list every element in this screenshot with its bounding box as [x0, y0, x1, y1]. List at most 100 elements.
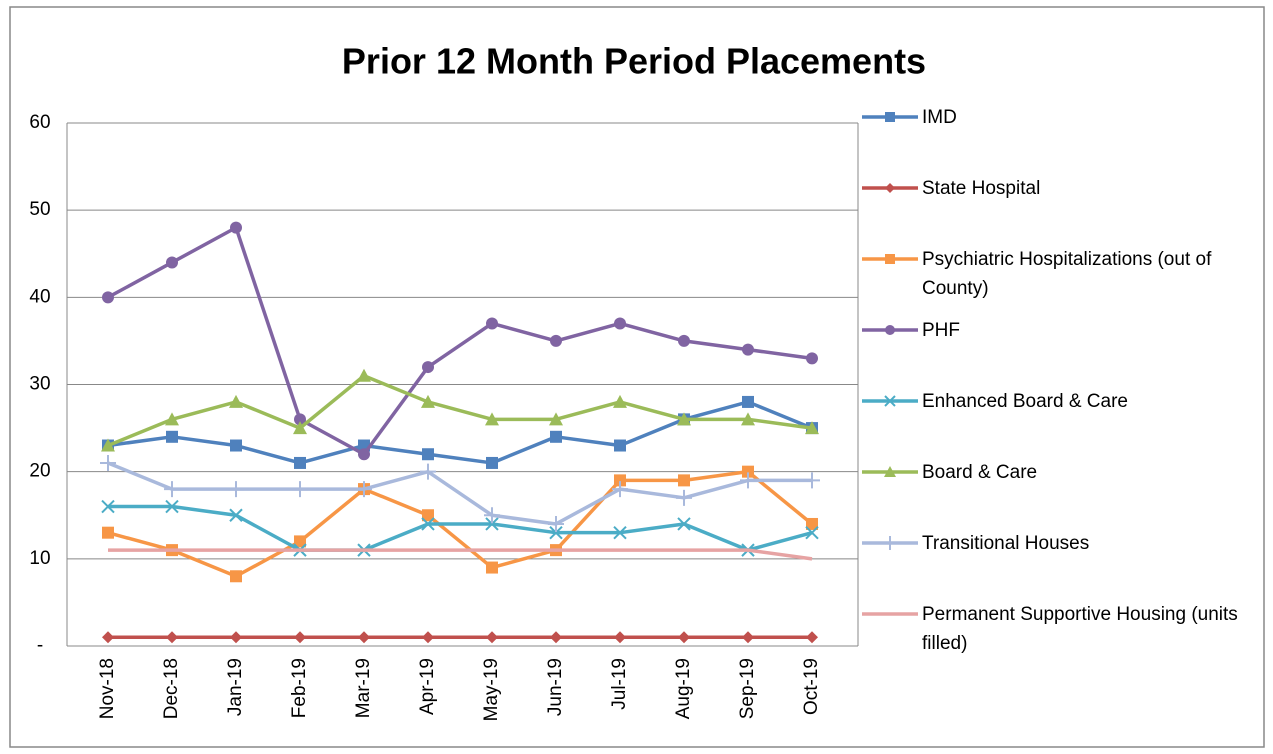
legend-label: State Hospital	[922, 178, 1041, 199]
marker	[230, 570, 242, 583]
marker	[742, 395, 754, 408]
marker	[742, 631, 754, 644]
marker	[422, 509, 434, 522]
marker	[100, 454, 116, 471]
marker	[549, 412, 563, 426]
legend-item: Enhanced Board & Care	[860, 387, 1260, 416]
marker	[678, 474, 690, 487]
y-tick-label: 40	[29, 286, 50, 307]
legend-label: Enhanced Board & Care	[922, 391, 1128, 412]
marker	[885, 325, 895, 335]
marker	[165, 499, 179, 514]
marker	[885, 112, 895, 122]
marker	[612, 481, 628, 498]
legend-label: IMD	[922, 107, 957, 128]
marker	[101, 499, 115, 514]
marker	[550, 334, 562, 347]
marker	[230, 221, 242, 234]
marker	[676, 489, 692, 506]
marker	[293, 421, 307, 435]
legend-swatch	[862, 536, 918, 550]
marker	[883, 536, 897, 550]
marker	[740, 472, 756, 489]
legend-swatch	[862, 612, 918, 616]
marker	[292, 481, 308, 498]
chart-title: Prior 12 Month Period Placements	[342, 41, 926, 82]
marker	[358, 631, 370, 644]
marker	[550, 430, 562, 443]
legend-label: Psychiatric Hospitalizations (out of Cou…	[922, 249, 1212, 299]
marker	[549, 525, 563, 540]
y-tick-label: -	[37, 635, 43, 656]
x-tick-label: Mar-19	[353, 658, 374, 718]
marker	[294, 413, 306, 426]
legend-item: Board & Care	[860, 458, 1260, 487]
marker	[421, 517, 435, 531]
marker	[806, 631, 818, 644]
marker	[885, 183, 895, 193]
marker	[422, 361, 434, 374]
marker	[804, 472, 820, 489]
series-line	[107, 461, 812, 526]
marker	[806, 352, 818, 365]
marker	[102, 631, 114, 644]
marker	[805, 421, 819, 435]
x-tick-label: Apr-19	[417, 658, 438, 715]
marker	[550, 631, 562, 644]
marker	[485, 517, 499, 531]
marker	[229, 394, 243, 408]
series-line	[107, 374, 813, 448]
x-tick-label: Dec-18	[161, 658, 182, 719]
marker	[806, 517, 818, 530]
marker	[165, 412, 179, 426]
y-tick-label: 60	[29, 112, 50, 133]
marker	[294, 456, 306, 469]
chart-border	[9, 6, 1265, 748]
legend-swatch	[862, 325, 918, 335]
legend-label: Transitional Houses	[922, 533, 1090, 554]
legend-swatch	[862, 466, 918, 477]
legend-label: Permanent Supportive Housing (units fill…	[922, 604, 1238, 654]
marker	[884, 466, 896, 477]
marker	[358, 448, 370, 461]
marker	[422, 448, 434, 461]
marker	[742, 465, 754, 478]
marker	[166, 430, 178, 443]
x-tick-label: Jan-19	[225, 658, 246, 716]
marker	[486, 631, 498, 644]
legend-swatch	[862, 395, 918, 407]
marker	[741, 412, 755, 426]
series-line	[107, 225, 813, 456]
marker	[614, 317, 626, 330]
marker	[294, 631, 306, 644]
marker	[422, 631, 434, 644]
marker	[677, 517, 691, 531]
marker	[486, 317, 498, 330]
marker	[885, 254, 895, 264]
marker	[485, 412, 499, 426]
marker	[357, 368, 371, 382]
y-tick-label: 50	[29, 199, 50, 220]
marker	[805, 525, 819, 540]
legend-item: Permanent Supportive Housing (units fill…	[860, 600, 1260, 658]
marker	[614, 631, 626, 644]
y-tick-label: 30	[29, 374, 50, 395]
marker	[101, 438, 115, 452]
marker	[230, 631, 242, 644]
legend-item: Psychiatric Hospitalizations (out of Cou…	[860, 245, 1260, 303]
legend-swatch	[862, 112, 918, 122]
marker	[421, 394, 435, 408]
marker	[102, 526, 114, 539]
marker	[356, 481, 372, 498]
x-tick-label: Nov-18	[97, 658, 118, 719]
marker	[102, 291, 114, 304]
marker	[166, 631, 178, 644]
legend-item: Transitional Houses	[860, 529, 1260, 558]
marker	[486, 561, 498, 574]
marker	[677, 412, 691, 426]
marker	[229, 508, 243, 522]
marker	[614, 439, 626, 452]
marker	[548, 515, 564, 532]
